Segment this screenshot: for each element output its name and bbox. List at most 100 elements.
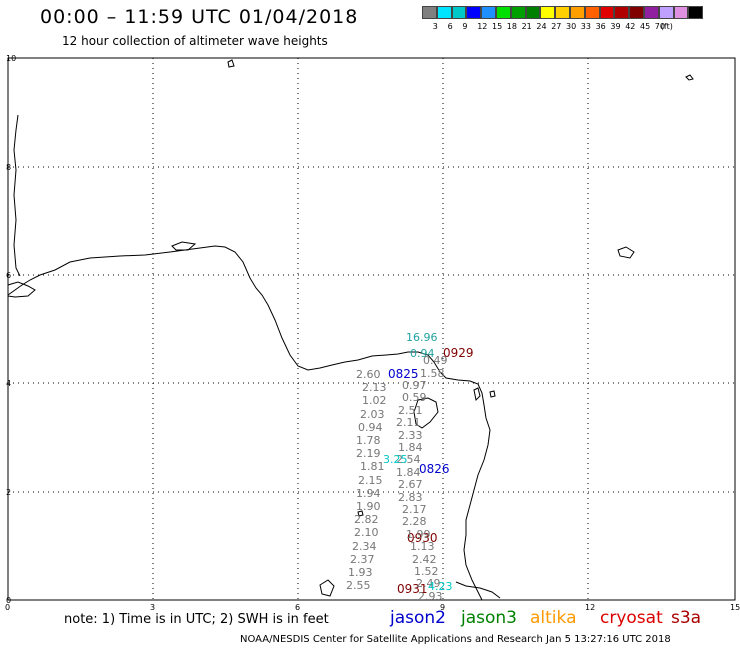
color-swatch [510, 6, 526, 19]
color-scale-label: 15 [492, 22, 503, 31]
wave-height-value: 2.49 [416, 577, 441, 591]
wave-height-value: 1.90 [356, 500, 381, 513]
color-swatch [599, 6, 615, 19]
color-scale-label: 18 [506, 22, 517, 31]
wave-height-value: 2.54 [396, 453, 421, 467]
color-scale-label: 3 [432, 22, 438, 31]
y-tick-label: 0 [6, 596, 12, 605]
color-swatch [540, 6, 556, 19]
pass-label-0929: 0929 [443, 346, 474, 360]
color-swatch [643, 6, 659, 19]
x-tick-label: 3 [150, 603, 156, 612]
wave-height-value: 1.84 [398, 441, 423, 454]
color-swatch [495, 6, 511, 19]
wave-height-highlight: 0.94 [410, 347, 435, 360]
wave-height-value: 2.67 [398, 478, 423, 492]
wave-height-value: 2.19 [356, 447, 381, 461]
color-scale-bar [422, 6, 704, 19]
x-tick-label: 15 [730, 603, 740, 612]
wave-height-value: 1.81 [360, 460, 385, 474]
satellite-legend-item: jason3 [461, 608, 517, 628]
pass-label-0931: 0931 [397, 582, 428, 596]
wave-height-value: 1.93 [348, 566, 373, 579]
color-scale-label: 70 [654, 22, 665, 31]
y-tick-label: 2 [6, 488, 12, 497]
color-swatch [688, 6, 704, 19]
color-scale-label: 45 [640, 22, 651, 31]
color-scale-label: 39 [610, 22, 621, 31]
wave-height-value: 2.13 [362, 381, 387, 395]
color-swatch [555, 6, 570, 19]
wave-height-value: 2.11 [396, 416, 421, 430]
wave-height-value: 2.82 [354, 513, 379, 527]
color-scale-label: 33 [580, 22, 591, 31]
color-swatch [569, 6, 585, 19]
satellite-legend-item: s3a [671, 608, 702, 628]
satellite-legend-item: cryosat [600, 608, 663, 628]
color-scale-label: (ft) [660, 22, 673, 31]
wave-height-value: 0.97 [402, 379, 427, 392]
color-swatch [525, 6, 541, 19]
y-tick-label: 4 [6, 379, 12, 388]
x-tick-label: 9 [440, 603, 446, 612]
units-note: note: 1) Time is in UTC; 2) SWH is in fe… [64, 612, 329, 627]
wave-height-value: 2.60 [356, 368, 381, 381]
wave-height-highlight: 0.49 [423, 354, 448, 367]
credit-footer: NOAA/NESDIS Center for Satellite Applica… [240, 634, 671, 645]
coastline [7, 59, 694, 601]
wave-height-value: 0.94 [358, 420, 383, 434]
wave-height-value: 1.99 [406, 527, 431, 541]
map-subtitle: 12 hour collection of altimeter wave hei… [62, 34, 328, 48]
wave-height-highlight: 4.23 [428, 580, 453, 593]
color-scale-label: 42 [625, 22, 636, 31]
y-tick-label: 10 [6, 54, 17, 63]
color-scale-label: 9 [462, 22, 468, 31]
satellite-legend-item: jason2 [390, 608, 446, 628]
color-scale-label: 21 [521, 22, 532, 31]
y-tick-label: 6 [6, 271, 12, 280]
wave-height-value: 2.33 [398, 428, 423, 442]
wave-height-value: 2.55 [346, 579, 371, 593]
x-tick-label: 0 [5, 603, 11, 612]
wave-height-highlight: 16.96 [406, 331, 438, 344]
wave-height-highlight: 1.58 [420, 367, 445, 380]
color-scale-label: 36 [595, 22, 606, 31]
grid-lines [8, 58, 735, 600]
color-scale-label: 27 [551, 22, 562, 31]
wave-height-value: 2.37 [350, 552, 375, 566]
pass-label-0826: 0826 [419, 462, 450, 476]
color-swatch [584, 6, 600, 19]
color-swatch [629, 6, 644, 19]
color-swatch [481, 6, 496, 19]
pass-label-0930: 0930 [407, 531, 438, 545]
map-title: 00:00 – 11:59 UTC 01/04/2018 [40, 6, 359, 28]
color-scale-label: 6 [447, 22, 453, 31]
wave-height-value: 2.83 [398, 490, 423, 504]
wave-height-value: 1.13 [410, 540, 435, 554]
wave-height-highlight: 3.25 [383, 453, 408, 466]
color-scale-label: 12 [477, 22, 488, 31]
pass-label-0825: 0825 [388, 367, 419, 381]
wave-height-value: 2.34 [352, 539, 377, 553]
color-swatch [422, 6, 437, 19]
color-scale-label: 24 [536, 22, 547, 31]
wave-height-value: 2.28 [402, 515, 427, 529]
wave-height-value: 2.51 [398, 403, 423, 417]
wave-height-value: 0.59 [402, 391, 427, 405]
wave-height-value: 2.03 [360, 407, 385, 421]
x-tick-label: 12 [585, 603, 596, 612]
y-tick-label: 8 [6, 163, 12, 172]
wave-height-value: 2.93 [418, 589, 443, 603]
wave-height-value: 1.78 [356, 434, 381, 447]
wave-height-value: 2.17 [402, 503, 427, 516]
x-tick-label: 6 [295, 603, 301, 612]
color-swatch [466, 6, 482, 19]
wave-height-value: 1.84 [396, 465, 421, 479]
color-swatch [673, 6, 689, 19]
color-swatch [658, 6, 674, 19]
wave-height-value: 1.02 [362, 394, 387, 408]
color-swatch [614, 6, 630, 19]
wave-height-value: 1.52 [414, 565, 439, 578]
plot-frame [7, 57, 736, 601]
